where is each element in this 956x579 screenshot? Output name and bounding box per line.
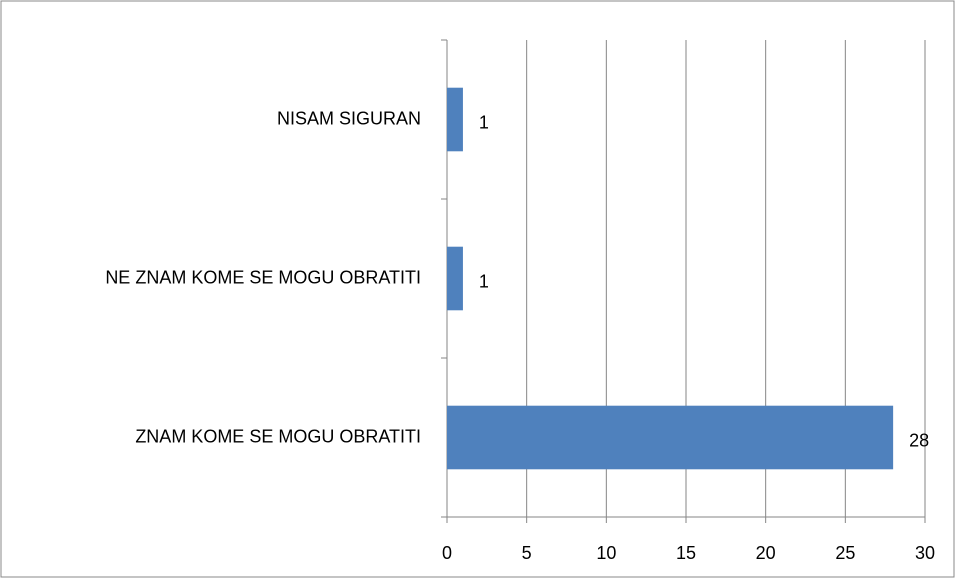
y-tick-label: NISAM SIGURAN — [277, 108, 421, 128]
y-tick-label: ZNAM KOME SE MOGU OBRATITI — [135, 426, 421, 446]
x-tick-label: 15 — [676, 543, 696, 563]
bar — [447, 246, 463, 311]
y-tick-label: NE ZNAM KOME SE MOGU OBRATITI — [105, 267, 421, 287]
data-label: 1 — [479, 112, 489, 132]
data-label: 1 — [479, 271, 489, 291]
x-tick-label: 5 — [522, 543, 532, 563]
x-tick-label: 0 — [442, 543, 452, 563]
bar — [447, 87, 463, 152]
bar — [447, 405, 894, 470]
x-tick-label: 30 — [915, 543, 935, 563]
x-tick-label: 10 — [596, 543, 616, 563]
x-tick-label: 20 — [756, 543, 776, 563]
data-label: 28 — [909, 430, 929, 450]
x-tick-label: 25 — [835, 543, 855, 563]
